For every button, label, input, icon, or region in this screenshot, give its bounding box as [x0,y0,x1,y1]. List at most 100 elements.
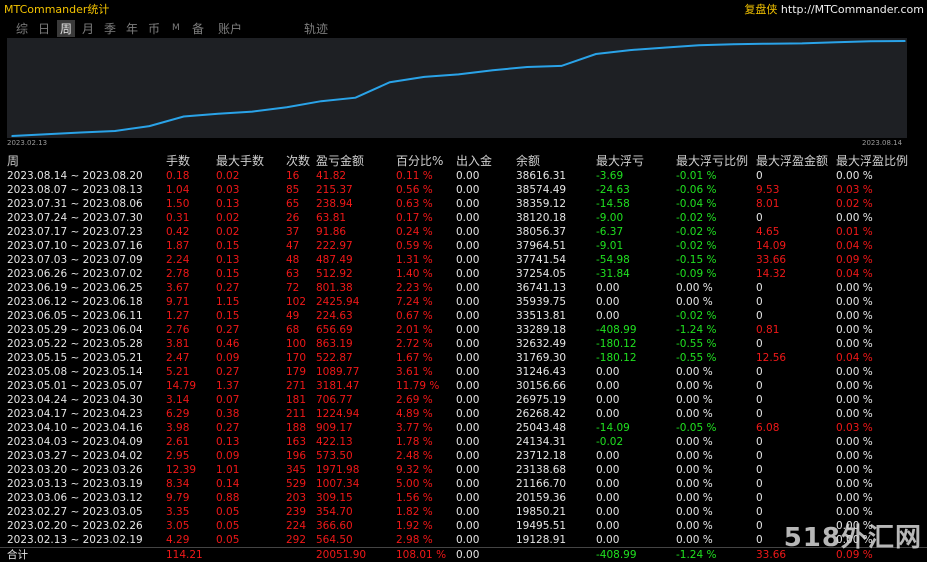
table-cell: 0.00 [456,338,480,350]
balance-line [11,40,906,137]
column-header[interactable]: 次数 [286,154,311,168]
table-cell: 2023.06.19 ~ 2023.06.25 [7,282,143,294]
table-cell: 2023.04.03 ~ 2023.04.09 [7,436,143,448]
table-cell: 354.70 [316,506,353,518]
table-cell: 512.92 [316,268,353,280]
table-cell: 3.35 [166,506,190,518]
column-header[interactable]: 百分比% [396,154,444,168]
tab-trajectory[interactable]: 轨迹 [304,22,329,36]
tab-quarter[interactable]: 季 [104,22,117,36]
table-cell: 38056.37 [516,226,567,238]
tab-account[interactable]: 账户 [218,22,243,36]
column-header[interactable]: 最大浮盈金额 [756,154,829,168]
table-cell: 564.50 [316,534,353,546]
table-cell: 3181.47 [316,380,360,392]
table-cell: 6.08 [756,422,780,434]
table-row: 2023.03.13 ~ 2023.03.19 8.34 0.14 529 1007.3… [0,477,927,491]
brand-link[interactable]: 复盘侠 http://MTCommander.com [744,1,924,17]
table-cell: 2023.07.17 ~ 2023.07.23 [7,226,143,238]
table-cell: 3.77 % [396,422,433,434]
table-cell: 2.78 [166,268,190,280]
table-cell: 0.59 % [396,240,433,252]
table-cell: 7.24 % [396,296,433,308]
table-cell: 0.00 [456,226,480,238]
table-cell: 9.53 [756,184,780,196]
brand-url[interactable]: http://MTCommander.com [780,3,924,16]
table-cell: 0.01 % [836,226,873,238]
tab-currency[interactable]: 币 [148,22,161,36]
table-cell: 0.15 [216,310,240,322]
table-cell: 0.02 [216,212,240,224]
tab-month[interactable]: 月 [82,22,95,36]
column-header[interactable]: 盈亏金额 [316,154,365,168]
table-cell: 0.05 [216,520,240,532]
table-cell: 0.00 [456,198,480,210]
balance-point [526,66,528,68]
balance-point [148,125,151,127]
table-cell: 909.17 [316,422,353,434]
table-cell: 2023.02.20 ~ 2023.02.26 [7,520,143,532]
table-cell: 170 [286,352,307,364]
table-row: 2023.04.24 ~ 2023.04.30 3.14 0.07 181 706.77… [0,393,927,407]
table-cell: 1.67 % [396,352,433,364]
table-cell: 2023.07.24 ~ 2023.07.30 [7,212,143,224]
column-header[interactable]: 周 [7,154,20,168]
tab-year[interactable]: 年 [126,22,139,36]
table-row: 2023.03.20 ~ 2023.03.26 12.39 1.01 345 1971.… [0,463,927,477]
table-row: 2023.07.17 ~ 2023.07.23 0.42 0.02 37 91.86 0.… [0,225,927,239]
tab-overview[interactable]: 综 [16,22,29,36]
table-cell: -31.84 [596,268,630,280]
total-cell: -1.24 % [676,549,717,561]
tab-backup[interactable]: 备 [192,22,205,36]
table-cell: -0.06 % [676,184,717,196]
table-cell: 63 [286,268,300,280]
column-header[interactable]: 最大手数 [216,154,265,168]
table-cell: 0.00 [596,366,620,378]
table-cell: 36741.13 [516,282,567,294]
table-cell: 23712.18 [516,450,567,462]
table-cell: 0.00 [596,408,620,420]
total-cell: 0.00 [456,549,480,561]
balance-point [114,130,116,132]
table-cell: -0.15 % [676,254,717,266]
tab-m[interactable]: M [172,23,180,33]
table-cell: -3.69 [596,170,624,182]
table-cell: 47 [286,240,300,252]
table-row: 2023.03.06 ~ 2023.03.12 9.79 0.88 203 309.15… [0,491,927,505]
table-cell: 2023.08.07 ~ 2023.08.13 [7,184,143,196]
table-cell: 26 [286,212,300,224]
tab-day[interactable]: 日 [38,22,51,36]
column-header[interactable]: 手数 [166,154,191,168]
table-cell: 0.00 [596,310,620,322]
table-row: 2023.05.29 ~ 2023.06.04 2.76 0.27 68 656.69 2… [0,323,927,337]
table-cell: 0 [756,310,763,322]
table-cell: 2023.07.31 ~ 2023.08.06 [7,198,143,210]
table-cell: 2023.06.05 ~ 2023.06.11 [7,310,143,322]
table-cell: 0.00 [596,296,620,308]
column-header[interactable]: 最大浮亏比例 [676,154,749,168]
table-cell: 37 [286,226,300,238]
table-cell: 0.00 % [676,520,713,532]
column-header[interactable]: 最大浮盈比例 [836,154,909,168]
table-cell: 25043.48 [516,422,567,434]
column-header[interactable]: 出入金 [456,154,493,168]
table-cell: 2023.06.12 ~ 2023.06.18 [7,296,143,308]
table-cell: 0.00 [456,212,480,224]
table-cell: 0.18 [166,170,190,182]
table-cell: 2.98 % [396,534,433,546]
table-cell: 0.00 % [676,296,713,308]
column-header[interactable]: 最大浮亏 [596,154,645,168]
table-cell: 0 [756,534,763,546]
table-row: 2023.06.26 ~ 2023.07.02 2.78 0.15 63 512.92 1… [0,267,927,281]
table-cell: 2.47 [166,352,190,364]
table-cell: 31769.30 [516,352,567,364]
table-cell: 0 [756,464,763,476]
table-cell: 0.00 [456,282,480,294]
table-cell: 1.82 % [396,506,433,518]
table-cell: 0.00 [456,380,480,392]
tab-week[interactable]: 周 [57,20,76,37]
table-cell: 12.39 [166,464,197,476]
table-cell: -0.01 % [676,170,717,182]
table-cell: 2023.05.01 ~ 2023.05.07 [7,380,143,392]
column-header[interactable]: 余额 [516,154,541,168]
